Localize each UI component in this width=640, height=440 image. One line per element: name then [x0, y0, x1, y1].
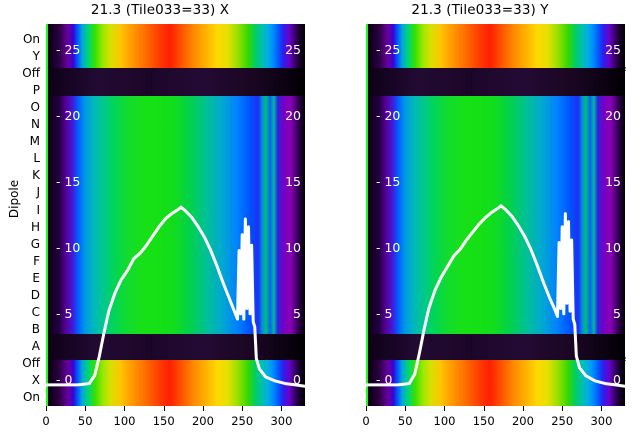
heatmap-gap-lower — [46, 334, 305, 360]
y-tick-label-5: 5 — [613, 305, 621, 321]
x-tick-mark-50 — [405, 406, 407, 411]
y-tick-label-20: - 20 — [376, 108, 401, 124]
y-tick-label-0: 0 — [293, 371, 301, 387]
category-label-c-16: C — [31, 304, 40, 319]
y-tick-label-10: - 10 — [376, 239, 401, 255]
category-label-n-5: N — [31, 117, 40, 132]
y-tick-label-20: 20 — [605, 108, 621, 124]
heatmap-band-top — [366, 24, 625, 68]
x-tick-mark-300 — [281, 406, 283, 411]
x-tick-label-0: 0 — [42, 414, 50, 428]
y-tick-label-25: 25 — [285, 42, 301, 58]
heatmap-band-middle — [366, 96, 625, 334]
overlay-curve-y — [366, 204, 625, 388]
heatmap-gap-upper — [46, 68, 305, 96]
category-label-i-10: I — [36, 202, 40, 217]
category-label-x-20: X — [31, 373, 40, 387]
category-label-h-11: H — [30, 219, 40, 234]
category-label-off-19: Off — [22, 355, 40, 370]
x-tick-mark-200 — [522, 406, 524, 411]
x-tick-mark-0 — [46, 406, 47, 411]
y-tick-label-0: 0 — [613, 371, 621, 387]
x-tick-label-150: 150 — [472, 414, 495, 428]
y-tick-label-0: - 0 — [376, 371, 393, 387]
category-label-p-3: P — [32, 83, 40, 98]
y-tick-label-5: - 5 — [56, 305, 73, 321]
y-tick-label-0: - 0 — [56, 371, 73, 387]
y-tick-label-5: - 5 — [376, 305, 393, 321]
category-label-l-7: L — [33, 151, 40, 166]
category-label-on-21: On — [22, 390, 40, 405]
x-tick-mark-100 — [444, 406, 446, 411]
x-tick-mark-150 — [163, 406, 165, 411]
x-tick-mark-100 — [124, 406, 126, 411]
category-label-a-18: A — [31, 338, 40, 353]
x-tick-label-300: 300 — [270, 414, 293, 428]
x-tick-label-50: 50 — [77, 414, 93, 428]
category-label-e-14: E — [32, 270, 40, 285]
x-tick-label-250: 250 — [231, 414, 254, 428]
x-tick-label-50: 50 — [397, 414, 413, 428]
x-tick-mark-250 — [242, 406, 244, 411]
x-tick-mark-50 — [85, 406, 87, 411]
panel-x-axes: - 25 25 - 20 20 - 15 15 - 10 10 - 5 5 - 0 0 — [46, 24, 305, 406]
y-tick-label-25: - 25 — [376, 42, 401, 58]
y-tick-label-20: - 20 — [56, 108, 81, 124]
category-label-o-4: O — [30, 100, 40, 115]
heatmap-gap-lower — [366, 334, 625, 360]
y-tick-label-10: 10 — [605, 239, 621, 255]
panel-y: 21.3 (Tile033=33) Y - 25 25- 20 20- 15 15- … — [320, 0, 640, 440]
x-tick-label-0: 0 — [362, 414, 370, 428]
y-tick-label-10: 10 — [285, 239, 301, 255]
x-tick-label-200: 200 — [511, 414, 534, 428]
category-label-g-12: G — [30, 236, 40, 251]
panel-y-axes: - 25 25 - 20 20 - 15 15 - 10 10 - 5 5 - 0 0 — [366, 24, 625, 406]
x-tick-mark-200 — [202, 406, 204, 411]
panel-y-xaxis: 0 50 100 150 200 250 300 — [362, 406, 625, 440]
category-label-b-17: B — [31, 321, 40, 336]
heatmap-gap-upper — [366, 68, 625, 96]
y-tick-label-15: - 15 — [56, 174, 81, 190]
panel-x-title: 21.3 (Tile033=33) X — [90, 2, 230, 18]
x-tick-label-250: 250 — [551, 414, 574, 428]
x-tick-label-200: 200 — [191, 414, 214, 428]
category-label-d-15: D — [30, 287, 40, 302]
category-label-y-1: Y — [32, 49, 40, 64]
y-tick-label-15: 15 — [285, 174, 301, 190]
x-tick-label-100: 100 — [113, 414, 136, 428]
y-tick-label-25: - 25 — [56, 42, 81, 58]
left-category-axis: Dipole On Y Off P O N M L K J I H G F E D C B A Off X On — [0, 0, 44, 440]
x-tick-label-100: 100 — [433, 414, 456, 428]
panel-x: 21.3 (Tile033=33) X - 25 25- 20 20- 15 15- … — [42, 2, 305, 440]
category-label-m-6: M — [29, 134, 40, 149]
y-tick-label-15: 15 — [605, 174, 621, 190]
y-tick-label-5: 5 — [293, 305, 301, 321]
x-tick-label-150: 150 — [152, 414, 175, 428]
panel-x-xaxis: 0 50 100 150 200 250 300 — [42, 406, 305, 440]
axes-left-spine — [366, 24, 368, 406]
heatmap-band-middle — [46, 96, 305, 334]
y-tick-label-25: 25 — [605, 42, 621, 58]
category-label-j-9: J — [36, 185, 40, 200]
panel-y-title: 21.3 (Tile033=33) Y — [411, 2, 549, 18]
x-tick-mark-250 — [562, 406, 564, 411]
x-tick-mark-150 — [483, 406, 485, 411]
heatmap-band-top — [46, 24, 305, 68]
x-tick-mark-0 — [366, 406, 367, 411]
category-label-k-8: K — [32, 168, 40, 183]
overlay-curve-x — [46, 205, 305, 388]
x-tick-label-300: 300 — [590, 414, 613, 428]
y-tick-label-10: - 10 — [56, 239, 81, 255]
category-label-f-13: F — [33, 253, 40, 268]
axes-left-spine — [46, 24, 48, 406]
y-tick-label-20: 20 — [285, 108, 301, 124]
x-tick-mark-300 — [601, 406, 603, 411]
y-tick-label-15: - 15 — [376, 174, 401, 190]
category-label-off-2: Off — [22, 66, 40, 81]
category-label-on-0: On — [22, 32, 40, 46]
